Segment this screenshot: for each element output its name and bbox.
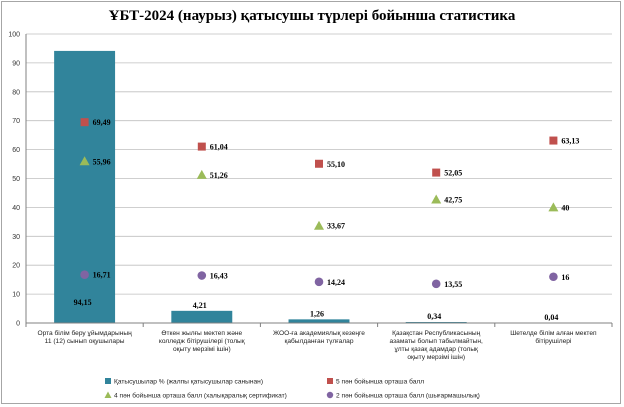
square-marker xyxy=(315,159,323,168)
y-tick-label: 10 xyxy=(12,292,20,299)
y-tick-label: 40 xyxy=(12,205,20,212)
legend-swatch-bar xyxy=(105,378,111,384)
square-data-label: 55,10 xyxy=(327,160,345,169)
x-category-label: Шетелде білім алған мектеп бітірушілері xyxy=(510,329,597,345)
y-tick-label: 70 xyxy=(12,118,20,125)
y-tick-label: 50 xyxy=(12,176,20,183)
y-tick-label: 80 xyxy=(12,89,20,96)
bar-data-label: 1,26 xyxy=(310,309,324,318)
y-tick-label: 20 xyxy=(12,263,20,270)
triangle-data-label: 55,96 xyxy=(93,157,111,166)
legend-swatch-circle xyxy=(326,391,334,399)
legend-swatch-triangle xyxy=(104,391,112,398)
y-tick-label: 90 xyxy=(12,60,20,67)
legend-label: Қатысушылар % (жалпы қатысушылар санынан… xyxy=(114,379,263,386)
circle-data-label: 16 xyxy=(561,273,569,282)
triangle-data-label: 42,75 xyxy=(444,195,462,204)
circle-data-label: 14,24 xyxy=(327,278,345,287)
triangle-marker xyxy=(79,156,90,166)
y-tick-label: 30 xyxy=(12,234,20,241)
bar xyxy=(288,319,350,323)
y-tick-label: 0 xyxy=(16,321,20,328)
triangle-marker xyxy=(314,220,324,230)
circle-data-label: 16,71 xyxy=(93,271,111,280)
legend-label: 5 пән бойынша орташа балл xyxy=(336,378,424,386)
circle-marker xyxy=(197,271,207,280)
triangle-data-label: 51,26 xyxy=(210,171,228,180)
square-marker xyxy=(432,168,441,177)
bar-data-label: 0,34 xyxy=(427,312,441,321)
triangle-data-label: 33,67 xyxy=(327,222,345,231)
square-marker xyxy=(549,136,558,145)
legend-label: 4 пән бойынша орташа балл (халықаралық с… xyxy=(114,392,287,400)
legend-swatch-square xyxy=(327,378,333,384)
square-marker xyxy=(197,142,206,151)
x-category-label: Өткен жылғы мектеп және колледж бітірушіл… xyxy=(159,330,245,353)
bar xyxy=(171,310,233,323)
bar-data-label: 0,04 xyxy=(544,313,558,322)
triangle-marker xyxy=(548,202,559,212)
circle-marker xyxy=(549,272,558,282)
y-tick-label: 60 xyxy=(12,147,20,154)
bar xyxy=(54,50,116,324)
circle-marker xyxy=(314,277,324,287)
x-category-label: Орта білім беру ұйымдарының 11 (12) сынып… xyxy=(37,329,132,345)
bar-data-label: 94,15 xyxy=(74,298,92,307)
bar-data-label: 4,21 xyxy=(193,301,207,310)
square-data-label: 61,04 xyxy=(210,143,228,152)
square-marker xyxy=(80,118,89,127)
chart-title: ҰБТ-2024 (наурыз) қатысушы түрлері бойын… xyxy=(108,8,516,24)
x-category-label: ЖОО-ға академиялық кезеңге қабылданған тү… xyxy=(273,330,365,345)
square-data-label: 52,05 xyxy=(444,169,462,178)
circle-data-label: 13,55 xyxy=(444,280,462,289)
y-tick-label: 100 xyxy=(8,32,20,39)
triangle-data-label: 40 xyxy=(561,203,569,212)
square-data-label: 63,13 xyxy=(561,137,579,146)
triangle-marker xyxy=(431,194,442,204)
triangle-marker xyxy=(196,169,207,179)
circle-marker xyxy=(80,270,89,280)
x-category-label: Қазақстан Республикасының азаматы болып т… xyxy=(390,329,483,361)
square-data-label: 69,49 xyxy=(93,118,111,127)
circle-marker xyxy=(431,279,441,289)
circle-data-label: 16,43 xyxy=(210,272,228,281)
legend-label: 2 пән бойынша орташа балл (шығармашылық) xyxy=(336,392,480,400)
